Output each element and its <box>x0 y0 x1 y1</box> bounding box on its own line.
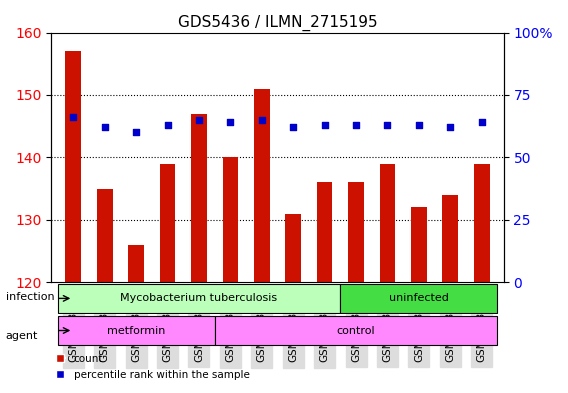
Text: metformin: metformin <box>107 325 165 336</box>
Point <box>446 124 455 130</box>
Title: GDS5436 / ILMN_2715195: GDS5436 / ILMN_2715195 <box>178 15 377 31</box>
Text: agent: agent <box>6 331 38 341</box>
Point <box>194 117 203 123</box>
Point <box>477 119 486 126</box>
Text: Mycobacterium tuberculosis: Mycobacterium tuberculosis <box>120 294 278 303</box>
Bar <box>348 182 364 282</box>
Point <box>257 117 266 123</box>
Bar <box>97 189 112 282</box>
Bar <box>191 114 207 282</box>
Bar <box>285 214 301 282</box>
Point <box>383 122 392 128</box>
Bar <box>223 158 238 282</box>
Point <box>69 114 78 121</box>
Bar <box>65 51 81 282</box>
Point <box>100 124 109 130</box>
FancyBboxPatch shape <box>57 284 340 313</box>
Point <box>415 122 424 128</box>
Bar <box>442 195 458 282</box>
Text: control: control <box>337 325 375 336</box>
Point <box>163 122 172 128</box>
Bar <box>160 164 176 282</box>
Bar <box>411 208 427 282</box>
Bar <box>254 89 270 282</box>
Point <box>226 119 235 126</box>
FancyBboxPatch shape <box>340 284 498 313</box>
Bar <box>379 164 395 282</box>
Bar <box>128 245 144 282</box>
Text: infection: infection <box>6 292 55 302</box>
Point <box>352 122 361 128</box>
Bar <box>474 164 490 282</box>
FancyBboxPatch shape <box>57 316 215 345</box>
Text: uninfected: uninfected <box>389 294 449 303</box>
Point <box>320 122 329 128</box>
Legend: count, percentile rank within the sample: count, percentile rank within the sample <box>51 350 253 384</box>
Point <box>132 129 141 136</box>
Point <box>289 124 298 130</box>
Bar <box>317 182 332 282</box>
FancyBboxPatch shape <box>215 316 498 345</box>
